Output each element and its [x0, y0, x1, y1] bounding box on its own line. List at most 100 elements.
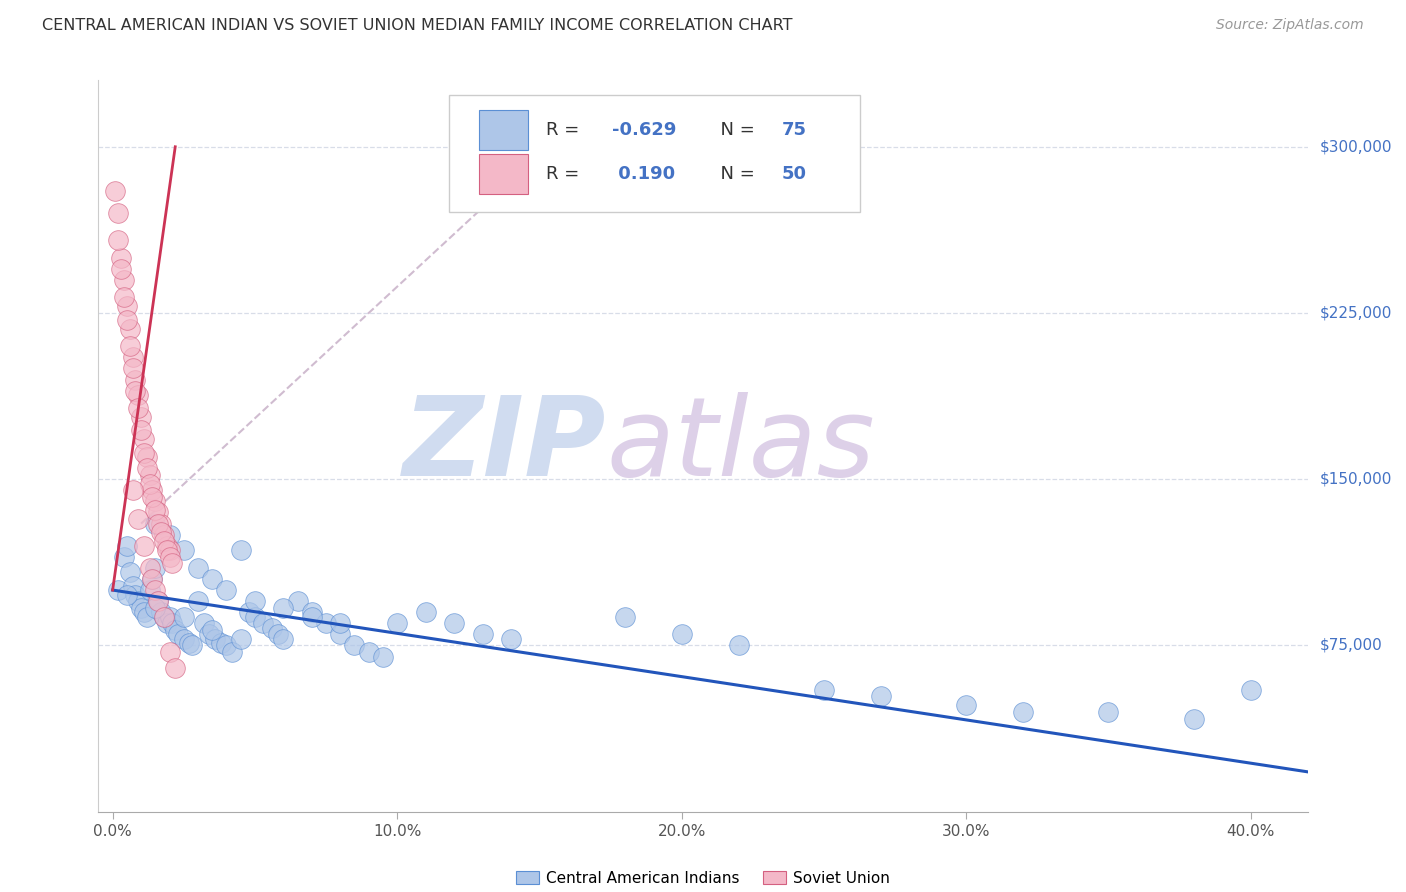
- Point: [121, 361, 143, 376]
- Point: [252, 616, 274, 631]
- Point: [162, 616, 184, 631]
- Point: [243, 609, 266, 624]
- Point: [215, 583, 238, 598]
- Point: [301, 609, 323, 624]
- FancyBboxPatch shape: [449, 95, 860, 212]
- Point: [143, 494, 166, 508]
- Point: [173, 609, 195, 624]
- Point: [179, 636, 201, 650]
- Text: $300,000: $300,000: [1320, 139, 1392, 154]
- Point: [385, 616, 408, 631]
- Point: [143, 561, 166, 575]
- Text: R =: R =: [546, 121, 585, 139]
- Point: [141, 483, 163, 498]
- Point: [107, 233, 129, 247]
- Point: [301, 605, 323, 619]
- FancyBboxPatch shape: [479, 110, 527, 150]
- Point: [115, 539, 138, 553]
- Text: CENTRAL AMERICAN INDIAN VS SOVIET UNION MEDIAN FAMILY INCOME CORRELATION CHART: CENTRAL AMERICAN INDIAN VS SOVIET UNION …: [42, 18, 793, 33]
- Point: [115, 312, 138, 326]
- Point: [159, 549, 181, 564]
- Point: [153, 527, 176, 541]
- Point: [129, 424, 152, 438]
- Point: [159, 527, 181, 541]
- Point: [132, 433, 155, 447]
- Point: [112, 291, 135, 305]
- Point: [221, 645, 243, 659]
- Point: [198, 627, 221, 641]
- Text: Source: ZipAtlas.com: Source: ZipAtlas.com: [1216, 18, 1364, 32]
- Point: [443, 616, 465, 631]
- Text: $75,000: $75,000: [1320, 638, 1382, 653]
- Point: [143, 600, 166, 615]
- Point: [110, 261, 132, 276]
- Point: [129, 600, 152, 615]
- Point: [415, 605, 437, 619]
- Point: [118, 339, 141, 353]
- Legend: Central American Indians, Soviet Union: Central American Indians, Soviet Union: [510, 864, 896, 892]
- Point: [955, 698, 977, 713]
- Point: [127, 388, 149, 402]
- Point: [153, 609, 176, 624]
- Point: [156, 539, 179, 553]
- Point: [143, 516, 166, 531]
- Point: [813, 682, 835, 697]
- Point: [229, 543, 252, 558]
- Point: [135, 450, 157, 464]
- Point: [135, 609, 157, 624]
- Point: [146, 594, 169, 608]
- Point: [287, 594, 309, 608]
- Point: [115, 587, 138, 601]
- Point: [343, 639, 366, 653]
- Point: [499, 632, 522, 646]
- Point: [181, 639, 204, 653]
- Point: [138, 476, 160, 491]
- Point: [153, 534, 176, 549]
- Point: [129, 410, 152, 425]
- Point: [115, 299, 138, 313]
- Point: [107, 583, 129, 598]
- Text: 0.190: 0.190: [612, 165, 675, 183]
- Point: [727, 639, 749, 653]
- Point: [132, 605, 155, 619]
- Point: [124, 372, 146, 386]
- Point: [315, 616, 337, 631]
- Point: [187, 594, 209, 608]
- Point: [329, 616, 352, 631]
- Point: [112, 273, 135, 287]
- Point: [141, 572, 163, 586]
- Point: [127, 512, 149, 526]
- Text: 50: 50: [782, 165, 807, 183]
- Point: [138, 583, 160, 598]
- Point: [201, 572, 224, 586]
- Point: [209, 636, 232, 650]
- Point: [132, 445, 155, 459]
- Point: [329, 627, 352, 641]
- Point: [173, 632, 195, 646]
- Point: [159, 609, 181, 624]
- Text: 75: 75: [782, 121, 807, 139]
- Point: [150, 605, 173, 619]
- Point: [613, 609, 636, 624]
- Point: [146, 506, 169, 520]
- Point: [165, 660, 187, 674]
- Point: [159, 543, 181, 558]
- Point: [229, 632, 252, 646]
- Point: [127, 594, 149, 608]
- Point: [132, 539, 155, 553]
- Point: [201, 623, 224, 637]
- Point: [1240, 682, 1263, 697]
- Point: [118, 321, 141, 335]
- Point: [107, 206, 129, 220]
- Point: [357, 645, 380, 659]
- Text: R =: R =: [546, 165, 585, 183]
- Point: [1182, 712, 1205, 726]
- Point: [150, 525, 173, 540]
- Point: [146, 594, 169, 608]
- Point: [141, 572, 163, 586]
- Point: [112, 549, 135, 564]
- Point: [165, 623, 187, 637]
- Point: [153, 609, 176, 624]
- Point: [121, 579, 143, 593]
- Point: [273, 600, 295, 615]
